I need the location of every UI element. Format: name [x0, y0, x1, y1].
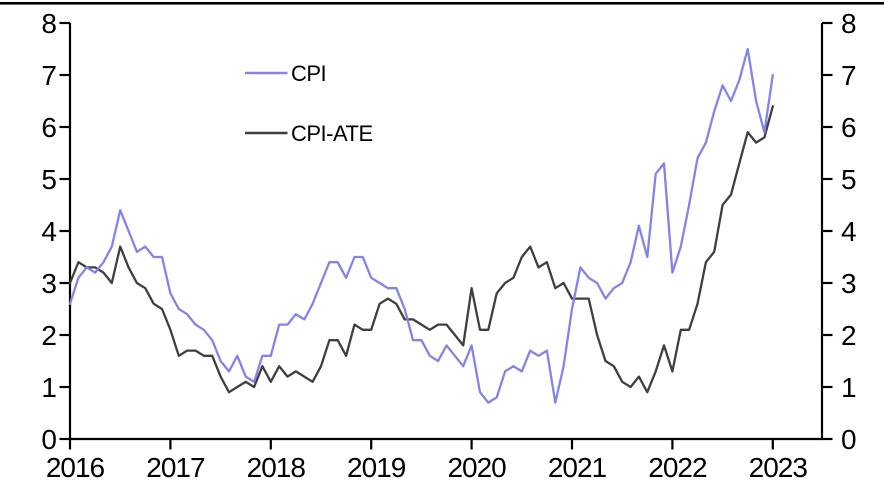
x-tick-label: 2021: [548, 452, 607, 483]
legend-item-cpi-ate: CPI-ATE: [245, 121, 373, 146]
y-tick-label-left: 8: [41, 8, 56, 39]
cpi-ate-line: [68, 105, 774, 394]
y-tick-label-left: 1: [41, 372, 56, 403]
x-tick-label: 2022: [648, 452, 707, 483]
y-tick-label-right: 8: [841, 8, 856, 39]
axes: [68, 23, 824, 441]
legend-label: CPI: [291, 61, 326, 86]
y-tick-label-left: 0: [41, 424, 56, 455]
y-tick-label-right: 4: [841, 216, 856, 247]
cpi-line: [68, 47, 774, 404]
y-tick-label-right: 0: [841, 424, 856, 455]
x-tick-label: 2020: [447, 452, 506, 483]
y-tick-label-left: 2: [41, 320, 56, 351]
x-tick-label: 2023: [749, 452, 808, 483]
legend: CPI CPI-ATE: [245, 61, 373, 146]
y-tick-label-right: 7: [841, 60, 856, 91]
legend-label: CPI-ATE: [291, 121, 373, 146]
x-tick-label: 2016: [46, 452, 105, 483]
y-tick-label-left: 4: [41, 216, 56, 247]
x-tick-label: 2018: [247, 452, 306, 483]
y-tick-label-left: 5: [41, 164, 56, 195]
axis-ticks: [59, 21, 833, 450]
legend-item-cpi: CPI: [245, 61, 327, 86]
top-border-rule: [0, 2, 884, 5]
y-tick-label-left: 7: [41, 60, 56, 91]
y-tick-label-right: 1: [841, 372, 856, 403]
y-tick-label-right: 3: [841, 268, 856, 299]
y-tick-label-left: 3: [41, 268, 56, 299]
axis-tick-labels: 0 0 1 1 2 2 3 3 4 4 5 5 6 6 7 7 8 8 2016 2017 2018 2019 2020 20…: [41, 8, 857, 483]
x-tick-label: 2019: [347, 452, 406, 483]
data-series: [68, 47, 774, 404]
y-tick-label-left: 6: [41, 112, 56, 143]
x-tick-label: 2017: [146, 452, 205, 483]
y-tick-label-right: 2: [841, 320, 856, 351]
y-tick-label-right: 5: [841, 164, 856, 195]
y-tick-label-right: 6: [841, 112, 856, 143]
